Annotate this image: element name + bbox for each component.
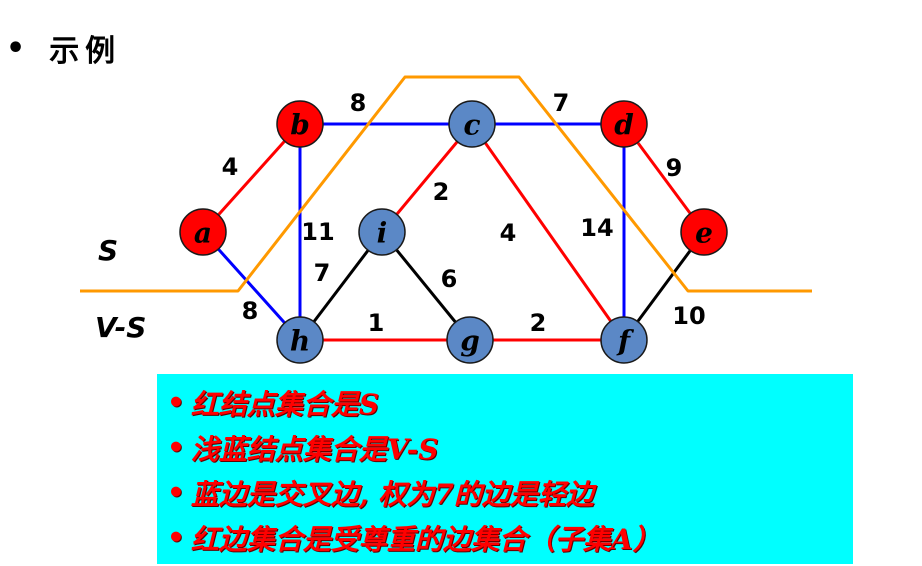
node-label-b: b: [290, 109, 310, 142]
node-c: c: [448, 100, 496, 148]
note-text: 浅蓝结点集合是V-S: [190, 432, 439, 466]
node-f: f: [600, 316, 648, 364]
node-circle-f: [600, 316, 648, 364]
note-text: 蓝边是交叉边, 权为7的边是轻边: [190, 477, 594, 511]
node-label-g: g: [460, 325, 480, 358]
node-h: h: [276, 316, 324, 364]
node-g: g: [446, 316, 494, 364]
node-circle-g: [446, 316, 494, 364]
node-circle-d: [600, 100, 648, 148]
note-bullet: •: [167, 431, 185, 464]
edge-weight-d-f: 14: [580, 214, 613, 242]
node-a: a: [179, 208, 227, 256]
node-circle-e: [680, 208, 728, 256]
edges-layer: [201, 122, 706, 342]
node-label-e: e: [695, 217, 713, 250]
node-label-a: a: [194, 217, 212, 250]
note-bullet: •: [167, 386, 185, 419]
note-item-1: • 红结点集合是S: [167, 380, 853, 425]
note-item-3: • 蓝边是交叉边, 权为7的边是轻边: [167, 470, 853, 515]
nodes-layer: a b c d e f g h i: [179, 100, 728, 364]
edge-weight-h-g: 1: [368, 309, 385, 337]
edge-a-h: [201, 230, 302, 342]
weights-layer: 4 8 8 11 7 2 4 9 14 10 7 6 1 2: [222, 89, 706, 337]
note-item-4: • 红边集合是受尊重的边集合（子集A）: [167, 515, 853, 560]
notes-box: • 红结点集合是S • 浅蓝结点集合是V-S • 蓝边是交叉边, 权为7的边是轻…: [157, 374, 853, 564]
edge-weight-a-h: 8: [242, 297, 259, 325]
node-circle-h: [276, 316, 324, 364]
edge-a-b: [201, 122, 302, 234]
title-bullet: •: [6, 30, 26, 66]
node-circle-b: [276, 100, 324, 148]
note-text: 红边集合是受尊重的边集合（子集A）: [190, 522, 661, 556]
edge-weight-e-f: 10: [672, 302, 705, 330]
edge-weight-b-h: 11: [301, 218, 334, 246]
edge-weight-d-e: 9: [666, 154, 683, 182]
node-label-d: d: [614, 109, 634, 142]
set-label-s: S: [98, 234, 118, 267]
edge-weight-c-d: 7: [553, 89, 570, 117]
node-circle-i: [358, 208, 406, 256]
node-i: i: [358, 208, 406, 256]
cut-line: [80, 75, 812, 293]
node-label-i: i: [377, 217, 388, 250]
edge-weight-i-g: 6: [441, 265, 458, 293]
edge-weight-b-c: 8: [350, 89, 367, 117]
node-e: e: [680, 208, 728, 256]
edge-weight-g-f: 2: [530, 309, 547, 337]
graph-diagram: 4 8 8 11 7 2 4 9 14 10 7 6 1 2 a b c d e f g h i S V-S: [80, 75, 812, 364]
node-d: d: [600, 100, 648, 148]
node-label-c: c: [463, 109, 480, 142]
node-label-h: h: [290, 325, 310, 358]
edge-weight-a-b: 4: [222, 153, 239, 181]
edge-weight-c-f: 4: [500, 219, 517, 247]
edge-weight-h-i: 7: [314, 259, 331, 287]
edge-c-f: [470, 123, 626, 341]
node-circle-a: [179, 208, 227, 256]
title-row: • 示例: [6, 28, 122, 70]
slide-title: 示例: [49, 34, 122, 69]
note-bullet: •: [167, 476, 185, 509]
edge-weight-c-i: 2: [433, 178, 450, 206]
note-text: 红结点集合是S: [190, 387, 380, 421]
node-circle-c: [448, 100, 496, 148]
note-item-2: • 浅蓝结点集合是V-S: [167, 425, 853, 470]
node-b: b: [276, 100, 324, 148]
note-bullet: •: [167, 521, 185, 554]
set-label-vs: V-S: [95, 311, 146, 344]
